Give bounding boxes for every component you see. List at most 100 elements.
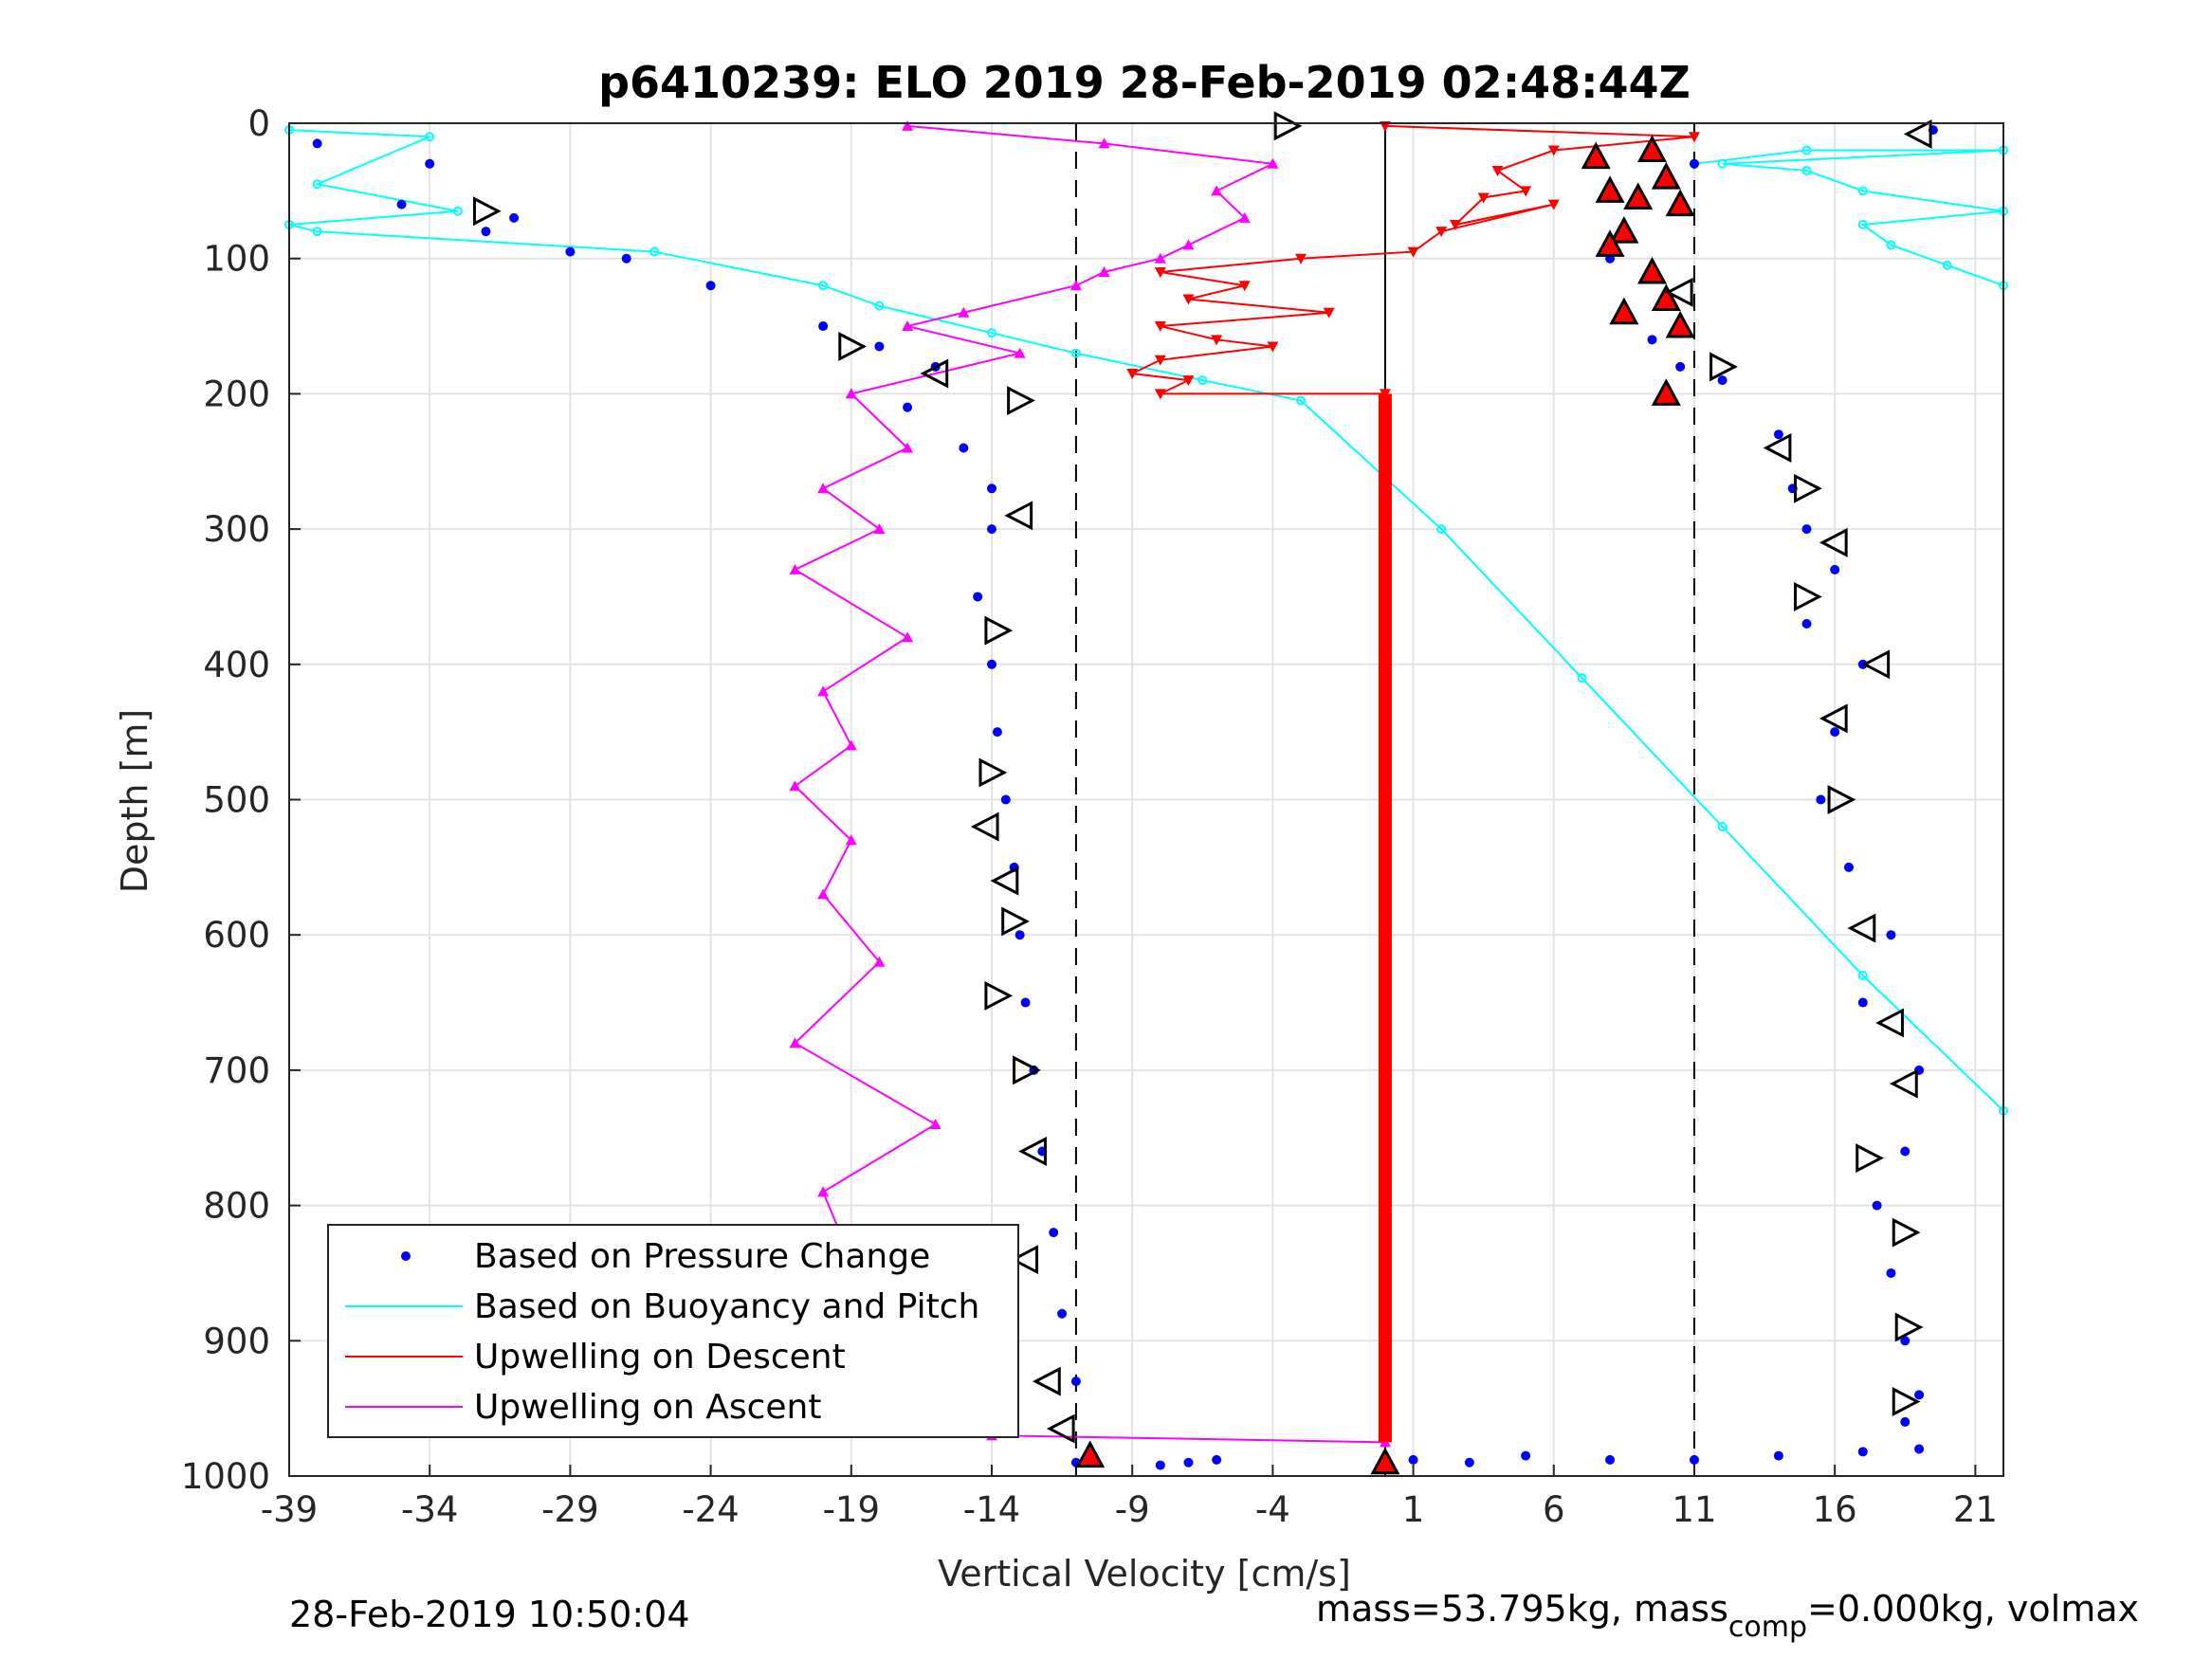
open-triangle	[1819, 703, 1848, 734]
red-triangle	[1370, 1447, 1400, 1475]
descent-marker	[1450, 220, 1462, 231]
pressure-point	[1183, 1457, 1194, 1468]
series-line	[1693, 149, 2004, 287]
descent-marker	[1154, 355, 1166, 366]
footer-timestamp: 28-Feb-2019 10:50:04	[289, 1594, 690, 1635]
pressure-point	[1408, 1454, 1418, 1465]
buoyancy-point	[312, 179, 322, 190]
open-triangle	[1273, 111, 1303, 141]
red-triangle	[1651, 161, 1681, 190]
x-tick-label: -14	[963, 1489, 1020, 1530]
pressure-point	[986, 659, 996, 669]
legend-label: Based on Buoyancy and Pitch	[474, 1287, 979, 1326]
open-triangle	[1001, 906, 1030, 937]
ascent-marker	[845, 388, 857, 399]
open-triangle	[1819, 527, 1848, 557]
open-triangle	[1007, 386, 1035, 416]
legend-label: Based on Pressure Change	[474, 1237, 930, 1276]
legend-label: Upwelling on Ascent	[474, 1388, 821, 1427]
descent-marker	[1154, 389, 1166, 400]
open-triangle	[1013, 1055, 1041, 1085]
buoyancy-point	[986, 328, 996, 338]
pressure-point	[621, 253, 631, 264]
ascent-marker	[1182, 239, 1195, 250]
ascent-marker	[817, 888, 830, 900]
open-triangle	[1892, 1387, 1921, 1416]
red-triangle	[1609, 297, 1639, 325]
x-tick-label: -4	[1255, 1489, 1290, 1530]
open-triangle	[838, 331, 868, 361]
ascent-marker	[817, 483, 830, 494]
pressure-point	[1020, 997, 1031, 1008]
pressure-point	[1049, 1228, 1059, 1238]
pressure-point	[1900, 1336, 1910, 1346]
ascent-marker	[789, 1037, 801, 1048]
descent-marker	[1547, 145, 1560, 156]
y-tick-label: 800	[203, 1186, 270, 1227]
descent-marker	[1211, 335, 1223, 346]
y-tick-label: 900	[203, 1321, 270, 1361]
x-ticks: -39 -34 -29 -24 -19 -14 -9 -4 1 6 11 16 21	[261, 1465, 1998, 1530]
buoyancy-point	[1801, 165, 1812, 175]
pressure-point	[1155, 1460, 1165, 1470]
x-tick-label: 1	[1402, 1489, 1425, 1530]
descent-marker	[1491, 165, 1504, 176]
ascent-marker	[817, 685, 830, 697]
open-triangle	[1709, 352, 1738, 382]
footer-mass-info: mass=53.795kg, masscomp=0.000kg, volmax	[1316, 1588, 2139, 1644]
pressure-point	[1900, 1146, 1910, 1157]
pressure-point	[1886, 930, 1896, 940]
red-triangle	[1581, 141, 1611, 170]
pressure-point	[1830, 727, 1840, 738]
legend-entries: Based on Pressure Change Based on Buoyanc…	[345, 1237, 979, 1427]
descent-marker	[1182, 375, 1195, 387]
y-tick-label: 400	[203, 645, 270, 685]
pressure-point	[1717, 375, 1728, 386]
red-triangle	[1636, 135, 1668, 163]
grid	[288, 122, 2003, 1477]
buoyancy-point	[1436, 524, 1447, 535]
red-triangle	[1665, 310, 1695, 338]
pressure-point	[1647, 335, 1657, 345]
buoyancy-point	[1857, 186, 1868, 196]
pressure-point	[1212, 1454, 1222, 1465]
x-tick-label: 16	[1813, 1489, 1857, 1530]
pressure-point	[903, 402, 913, 412]
buoyancy-point	[1886, 240, 1896, 250]
open-triangle	[1903, 118, 1932, 149]
descent-marker	[1547, 199, 1560, 210]
y-tick-label: 0	[247, 103, 270, 144]
open-triangle	[1892, 1217, 1921, 1248]
red-triangle	[1651, 378, 1681, 406]
x-tick-label: -39	[261, 1489, 318, 1530]
open-triangle	[1763, 433, 1792, 463]
pressure-point	[1773, 429, 1783, 440]
pressure-point	[1857, 997, 1868, 1008]
pressure-point	[1872, 1200, 1882, 1211]
x-tick-label: -24	[682, 1489, 739, 1530]
pressure-point	[1015, 930, 1025, 940]
buoyancy-point	[1801, 145, 1812, 155]
pressure-point	[1000, 794, 1011, 805]
pressure-point	[1857, 1447, 1868, 1457]
y-tick-label: 600	[203, 915, 270, 956]
open-triangle	[970, 811, 999, 842]
pressure-point	[1914, 1444, 1925, 1454]
open-triangle	[920, 358, 949, 389]
buoyancy-point	[649, 246, 660, 257]
pressure-point	[1886, 1267, 1896, 1278]
pressure-point	[1057, 1308, 1068, 1319]
pressure-point	[1464, 1457, 1474, 1468]
open-triangle	[1033, 1366, 1061, 1396]
pressure-point	[312, 138, 322, 149]
buoyancy-point	[1857, 220, 1868, 230]
descent-marker	[1238, 281, 1251, 292]
x-tick-label: -34	[401, 1489, 458, 1530]
ascent-marker	[789, 563, 801, 574]
open-triangle	[1856, 1143, 1884, 1174]
ascent-marker	[845, 739, 857, 751]
open-triangle	[1894, 1312, 1924, 1342]
x-axis-label: Vertical Velocity [cm/s]	[938, 1553, 1351, 1595]
pressure-point	[992, 727, 1002, 738]
buoyancy-point	[874, 301, 885, 311]
